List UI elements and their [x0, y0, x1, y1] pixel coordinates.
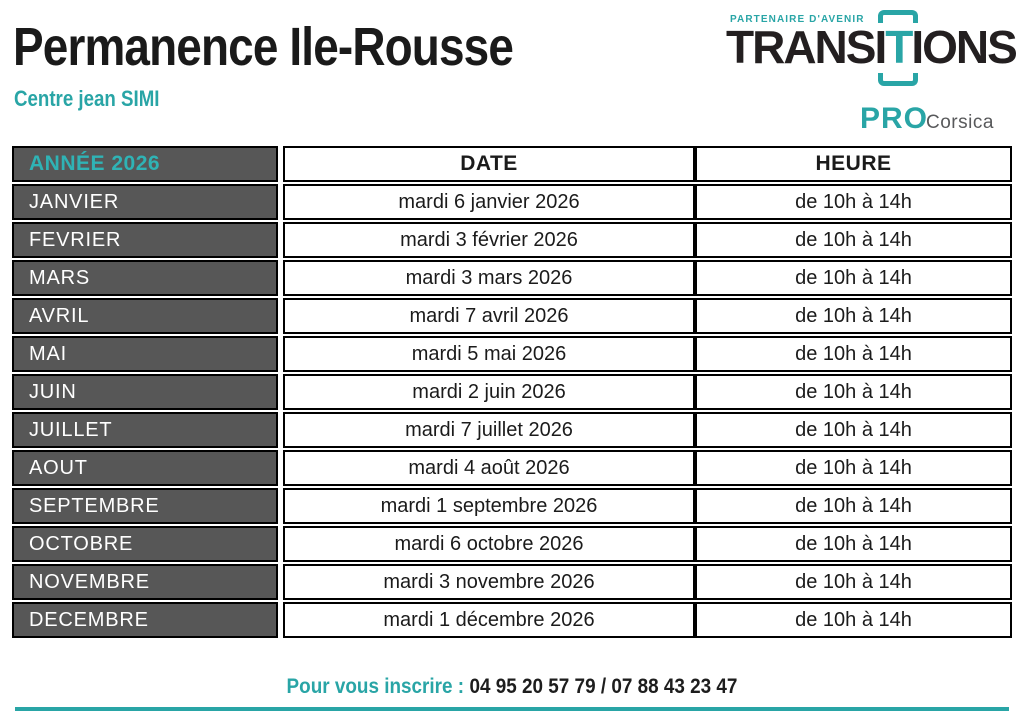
table-row: OCTOBRE mardi 6 octobre 2026 de 10h à 14… [12, 526, 1012, 562]
month-cell: DECEMBRE [12, 602, 278, 638]
date-cell: mardi 3 mars 2026 [283, 260, 695, 296]
phone-numbers: 04 95 20 57 79 / 07 88 43 23 47 [469, 675, 738, 698]
page-title: Permanence Ile-Rousse [13, 17, 514, 77]
month-cell: JUILLET [12, 412, 278, 448]
date-cell: mardi 4 août 2026 [283, 450, 695, 486]
table-row: MAI mardi 5 mai 2026 de 10h à 14h [12, 336, 1012, 372]
heure-cell: de 10h à 14h [695, 602, 1012, 638]
month-cell: SEPTEMBRE [12, 488, 278, 524]
heure-cell: de 10h à 14h [695, 564, 1012, 600]
table-body: JANVIER mardi 6 janvier 2026 de 10h à 14… [12, 184, 1012, 638]
bottom-divider [15, 707, 1009, 711]
table-row: AVRIL mardi 7 avril 2026 de 10h à 14h [12, 298, 1012, 334]
heure-cell: de 10h à 14h [695, 374, 1012, 410]
heure-cell: de 10h à 14h [695, 450, 1012, 486]
heure-cell: de 10h à 14h [695, 184, 1012, 220]
heure-cell: de 10h à 14h [695, 222, 1012, 258]
heure-cell: de 10h à 14h [695, 298, 1012, 334]
month-cell: FEVRIER [12, 222, 278, 258]
table-row: AOUT mardi 4 août 2026 de 10h à 14h [12, 450, 1012, 486]
logo-wordmark-suffix: IONS [911, 21, 1017, 73]
transitions-pro-logo: PARTENAIRE D'AVENIR TRANSI T IONS PRO Cors… [726, 8, 1018, 148]
month-cell: AVRIL [12, 298, 278, 334]
bracket-bottom-icon [878, 73, 919, 86]
date-cell: mardi 1 décembre 2026 [283, 602, 695, 638]
page-subtitle: Centre jean SIMI [14, 86, 160, 111]
table-row: JUILLET mardi 7 juillet 2026 de 10h à 14… [12, 412, 1012, 448]
date-cell: mardi 3 février 2026 [283, 222, 695, 258]
date-cell: mardi 6 janvier 2026 [283, 184, 695, 220]
schedule-table: ANNÉE 2026 DATE HEURE JANVIER mardi 6 ja… [12, 146, 1012, 640]
heure-cell: de 10h à 14h [695, 488, 1012, 524]
logo-pro: PRO [860, 102, 929, 135]
month-cell: AOUT [12, 450, 278, 486]
table-row: NOVEMBRE mardi 3 novembre 2026 de 10h à … [12, 564, 1012, 600]
table-header-row: ANNÉE 2026 DATE HEURE [12, 146, 1012, 182]
heure-cell: de 10h à 14h [695, 412, 1012, 448]
column-header-date: DATE [283, 146, 695, 182]
footer-contact: Pour vous inscrire :04 95 20 57 79 / 07 … [51, 675, 973, 699]
logo-wordmark-prefix: TRANSI [726, 21, 887, 73]
logo-t-letter: T [885, 21, 913, 73]
month-cell: NOVEMBRE [12, 564, 278, 600]
date-cell: mardi 1 septembre 2026 [283, 488, 695, 524]
table-row: MARS mardi 3 mars 2026 de 10h à 14h [12, 260, 1012, 296]
logo-region: Corsica [926, 112, 994, 133]
date-cell: mardi 5 mai 2026 [283, 336, 695, 372]
date-cell: mardi 3 novembre 2026 [283, 564, 695, 600]
month-cell: JANVIER [12, 184, 278, 220]
month-cell: JUIN [12, 374, 278, 410]
month-cell: MAI [12, 336, 278, 372]
logo-tagline: PARTENAIRE D'AVENIR [730, 14, 865, 25]
date-cell: mardi 6 octobre 2026 [283, 526, 695, 562]
table-row: FEVRIER mardi 3 février 2026 de 10h à 14… [12, 222, 1012, 258]
heure-cell: de 10h à 14h [695, 260, 1012, 296]
column-header-heure: HEURE [695, 146, 1012, 182]
table-row: SEPTEMBRE mardi 1 septembre 2026 de 10h … [12, 488, 1012, 524]
table-row: JANVIER mardi 6 janvier 2026 de 10h à 14… [12, 184, 1012, 220]
logo-wordmark: TRANSI T IONS [726, 10, 1018, 86]
month-cell: MARS [12, 260, 278, 296]
inscription-label: Pour vous inscrire : [286, 675, 465, 698]
logo-t-frame: T [878, 10, 919, 86]
table-row: JUIN mardi 2 juin 2026 de 10h à 14h [12, 374, 1012, 410]
date-cell: mardi 7 juillet 2026 [283, 412, 695, 448]
date-cell: mardi 7 avril 2026 [283, 298, 695, 334]
table-row: DECEMBRE mardi 1 décembre 2026 de 10h à … [12, 602, 1012, 638]
heure-cell: de 10h à 14h [695, 526, 1012, 562]
heure-cell: de 10h à 14h [695, 336, 1012, 372]
month-cell: OCTOBRE [12, 526, 278, 562]
bracket-top-icon [878, 10, 919, 23]
date-cell: mardi 2 juin 2026 [283, 374, 695, 410]
column-header-annee: ANNÉE 2026 [12, 146, 278, 182]
